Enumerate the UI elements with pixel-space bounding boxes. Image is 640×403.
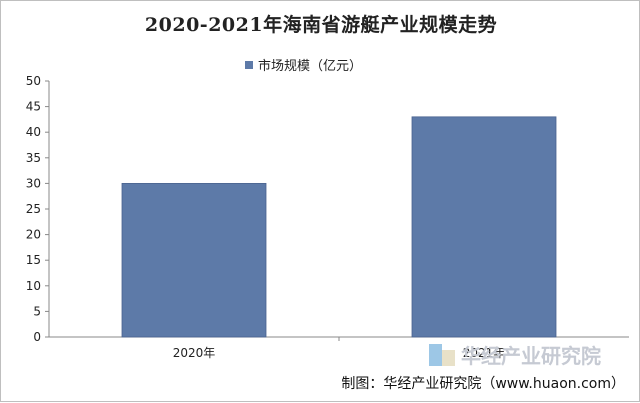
y-tick-label: 10	[26, 279, 41, 293]
y-tick-label: 0	[33, 330, 41, 344]
y-tick-label: 35	[26, 151, 41, 165]
bar-1	[121, 182, 267, 338]
y-tick-label: 50	[26, 74, 41, 88]
bar-2	[411, 116, 557, 338]
x-tick-label: 2021年	[463, 346, 506, 360]
x-tick-label: 2020年	[173, 346, 216, 360]
y-tick-label: 30	[26, 176, 41, 190]
y-ticks: 0 5 10 15 20 25 30 35 40 45 50	[26, 74, 49, 344]
y-tick-label: 20	[26, 228, 41, 242]
watermark: 华经产业研究院	[429, 340, 601, 369]
y-tick-label: 25	[26, 202, 41, 216]
y-tick-label: 15	[26, 253, 41, 267]
y-tick-label: 45	[26, 100, 41, 114]
logo-icon	[429, 343, 455, 366]
y-tick-label: 40	[26, 125, 41, 139]
y-tick-label: 5	[33, 304, 41, 318]
legend: 市场规模（亿元）	[245, 55, 362, 74]
watermark-text: 华经产业研究院	[461, 344, 601, 368]
bars	[121, 116, 557, 338]
legend-label: 市场规模（亿元）	[258, 59, 363, 74]
source-credit: 制图：华经产业研究院（www.huaon.com）	[341, 376, 625, 392]
chart-title: 2020-2021年海南省游艇产业规模走势	[144, 14, 498, 36]
legend-swatch	[245, 60, 253, 69]
x-ticks: 2020年 2021年	[173, 337, 506, 360]
